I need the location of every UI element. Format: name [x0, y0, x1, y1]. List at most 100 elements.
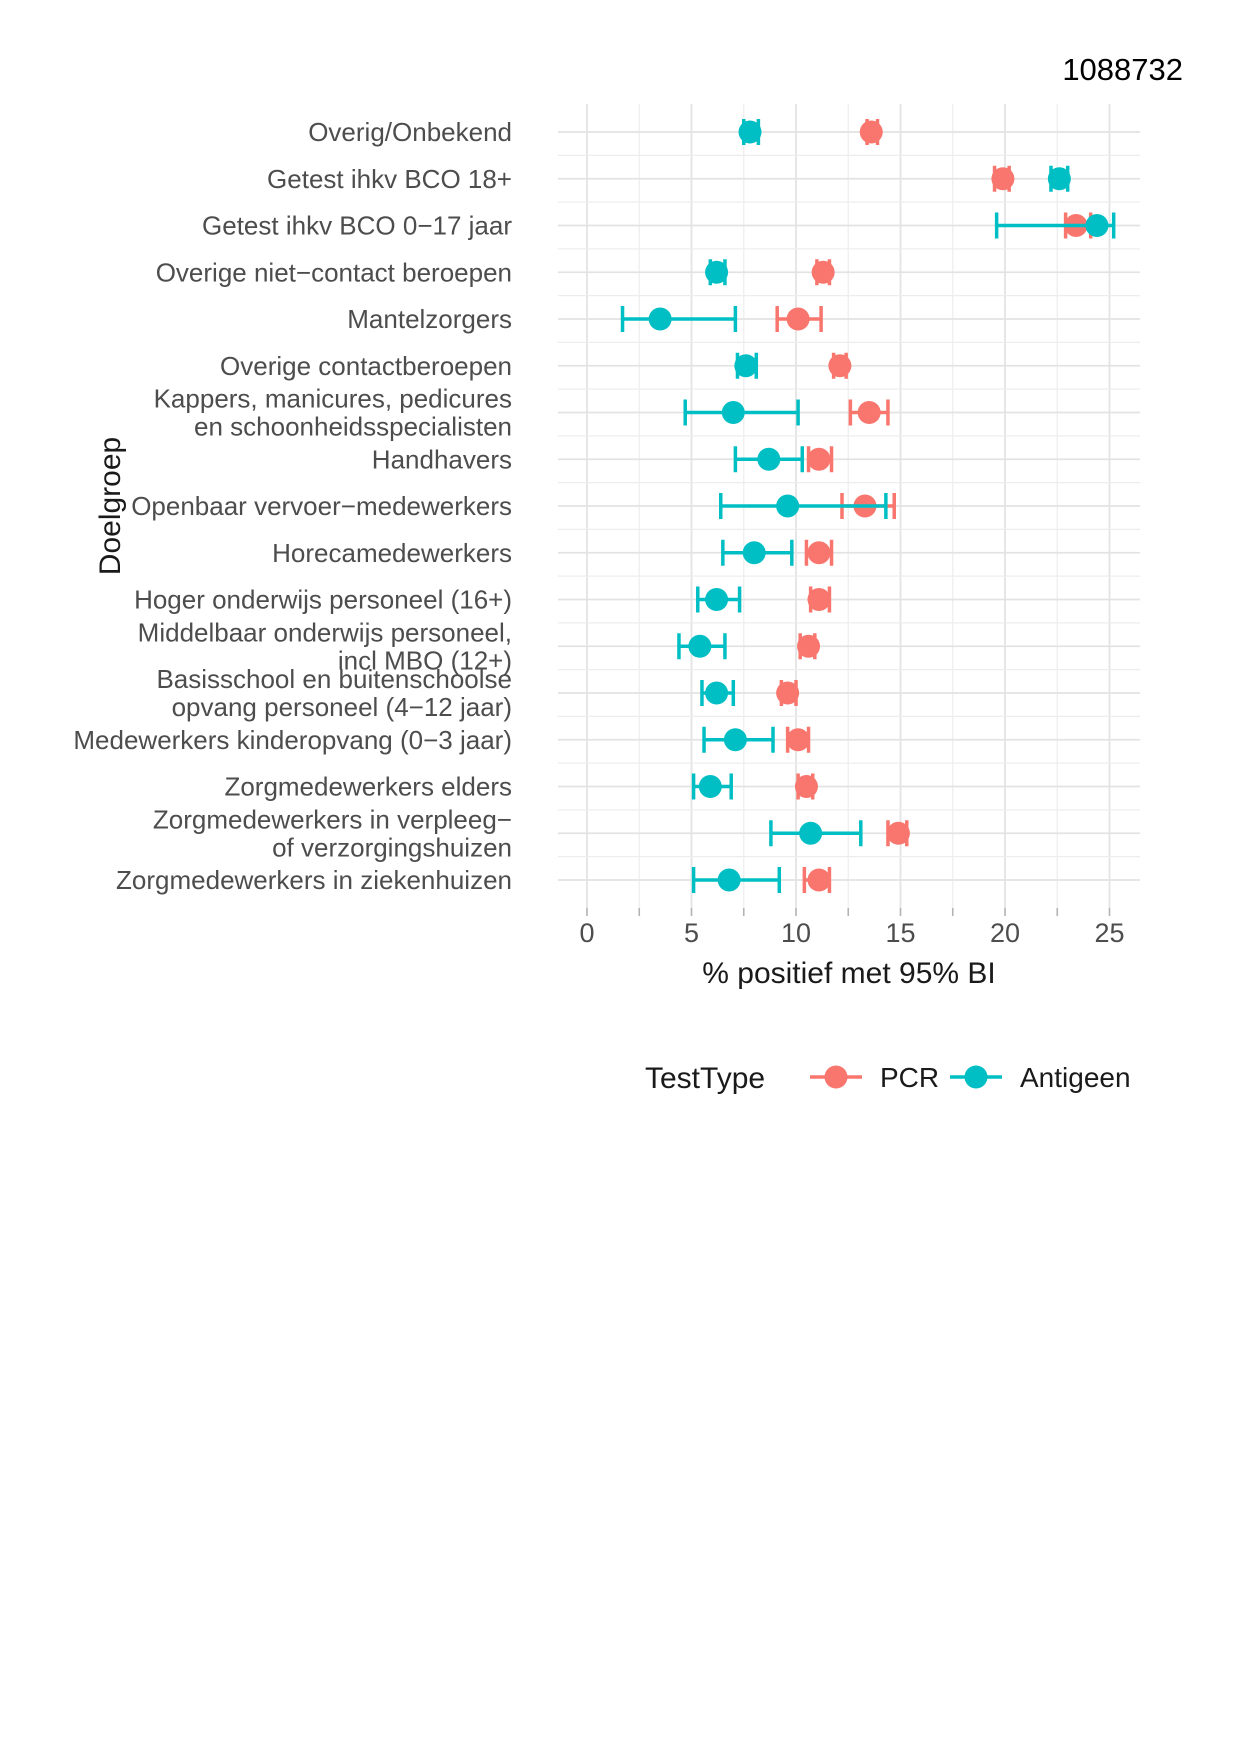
pcr-pointrange — [886, 820, 910, 847]
pcr-point — [807, 541, 831, 565]
pcr-pointrange — [806, 446, 834, 473]
antigeen-key-dot-icon — [964, 1065, 988, 1089]
antigeen-point — [738, 120, 762, 144]
legend-item-antigeen-label: Antigeen — [1020, 1062, 1131, 1093]
pcr-pointrange — [797, 633, 821, 660]
category-label: Zorgmedewerkers in verpleeg− of verzorgin… — [153, 804, 512, 862]
pcr-pointrange — [811, 259, 835, 286]
gridlines — [558, 104, 1140, 908]
category-label: Getest ihkv BCO 0−17 jaar — [202, 211, 512, 241]
antigeen-pointrange — [733, 446, 805, 473]
antigeen-point — [717, 868, 741, 892]
legend: TestType PCR Antigeen — [645, 1062, 1131, 1095]
category-label: Middelbaar onderwijs personeel, incl MBO … — [138, 617, 512, 675]
category-label: Overige niet−contact beroepen — [156, 257, 512, 287]
pcr-point — [776, 681, 800, 705]
document-number: 1088732 — [1062, 52, 1183, 87]
x-axis-title: % positief met 95% BI — [702, 957, 995, 990]
x-tick-label: 10 — [781, 918, 811, 948]
category-label: Overige contactberoepen — [220, 351, 512, 381]
legend-item-pcr: PCR — [810, 1062, 939, 1093]
category-label: Getest ihkv BCO 18+ — [267, 164, 512, 194]
category-labels: Overig/Onbekend Getest ihkv BCO 18+ Getest… — [73, 117, 512, 895]
pcr-pointrange — [828, 352, 852, 379]
legend-item-antigeen: Antigeen — [950, 1062, 1131, 1093]
pcr-point — [807, 447, 831, 471]
antigeen-pointrange — [620, 306, 738, 332]
antigeen-pointrange — [769, 820, 863, 847]
pcr-point — [991, 167, 1015, 191]
antigeen-point — [721, 401, 745, 424]
antigeen-point — [742, 541, 766, 565]
antigeen-pointrange — [721, 539, 794, 566]
pcr-point — [794, 775, 818, 798]
antigeen-point — [688, 634, 712, 658]
antigeen-pointrange — [677, 633, 727, 660]
pcr-point — [807, 868, 831, 892]
x-tick-label: 0 — [579, 918, 594, 948]
pcr-pointrange — [776, 680, 800, 706]
antigeen-pointrange — [700, 680, 736, 706]
antigeen-pointrange — [691, 773, 733, 800]
y-axis-title: Doelgroep — [94, 437, 127, 575]
pcr-point — [797, 634, 821, 658]
pcr-pointrange — [991, 165, 1015, 192]
antigeen-pointrange — [994, 212, 1116, 239]
legend-title: TestType — [645, 1062, 765, 1095]
category-label: Zorgmedewerkers elders — [224, 772, 512, 802]
pcr-point — [786, 307, 810, 331]
pcr-pointrange — [775, 306, 823, 332]
antigeen-pointrange — [696, 586, 742, 613]
pcr-point — [786, 728, 810, 752]
x-tick-label: 20 — [990, 918, 1020, 948]
category-label: Horecamedewerkers — [272, 538, 512, 568]
x-tick-label: 5 — [684, 918, 699, 948]
legend-item-pcr-label: PCR — [880, 1062, 939, 1093]
category-label: Medewerkers kinderopvang (0−3 jaar) — [73, 725, 512, 755]
pcr-point — [811, 260, 835, 284]
x-axis-ticks: 0 5 10 15 20 25 — [579, 908, 1125, 948]
pcr-pointrange — [794, 773, 818, 800]
x-tick-label: 15 — [885, 918, 915, 948]
antigeen-point — [757, 447, 781, 471]
category-label: Basisschool en buitenschoolse opvang pers… — [156, 664, 512, 722]
antigeen-point — [734, 354, 758, 378]
antigeen-point — [1047, 167, 1071, 191]
antigeen-point — [1085, 214, 1109, 237]
pcr-point — [828, 354, 852, 378]
pcr-point — [886, 821, 910, 845]
pcr-pointrange — [804, 539, 834, 566]
pcr-pointrange — [802, 867, 832, 893]
category-label: Openbaar vervoer−medewerkers — [131, 491, 512, 521]
antigeen-pointrange — [705, 259, 729, 286]
category-label: Handhavers — [372, 444, 512, 474]
antigeen-pointrange — [738, 119, 762, 145]
antigeen-pointrange — [734, 352, 759, 379]
pcr-pointrange — [807, 586, 832, 613]
antigeen-point — [776, 494, 800, 518]
category-label: Zorgmedewerkers in ziekenhuizen — [116, 865, 512, 895]
antigeen-point — [799, 821, 823, 845]
antigeen-point — [705, 588, 729, 611]
pcr-pointrange — [785, 726, 811, 753]
antigeen-point — [648, 307, 672, 331]
x-tick-label: 25 — [1094, 918, 1124, 948]
antigeen-pointrange — [1047, 165, 1071, 192]
antigeen-pointrange — [702, 726, 775, 753]
antigeen-pointrange — [691, 867, 782, 893]
category-label: Mantelzorgers — [347, 304, 512, 334]
category-label: Kappers, manicures, pedicures en schoonhe… — [154, 384, 512, 442]
antigeen-point — [705, 260, 729, 284]
antigeen-pointrange — [683, 399, 800, 426]
category-label: Hoger onderwijs personeel (16+) — [134, 585, 512, 615]
antigeen-point — [698, 775, 722, 798]
pcr-point — [807, 588, 831, 611]
pcr-pointrange — [848, 399, 890, 426]
category-label: Overig/Onbekend — [308, 117, 512, 147]
pcr-point — [859, 120, 883, 144]
antigeen-pointrange — [719, 493, 888, 519]
antigeen-point — [723, 728, 747, 752]
data-points — [620, 119, 1116, 893]
pcr-point — [857, 401, 881, 424]
